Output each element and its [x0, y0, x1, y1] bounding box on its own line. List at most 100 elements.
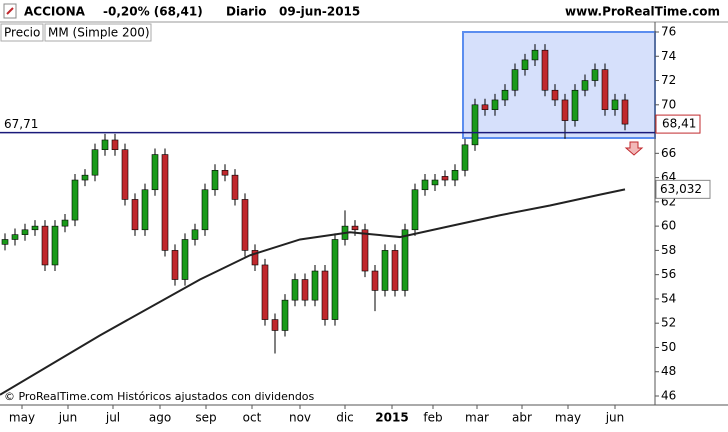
date: 09-jun-2015	[279, 5, 360, 19]
y-tick-label: 74	[661, 49, 676, 63]
y-tick-label: 56	[661, 267, 676, 281]
candle-body	[531, 49, 539, 61]
candle-body	[481, 104, 489, 110]
candle-body	[401, 229, 409, 291]
candle-body	[541, 49, 549, 91]
candle-body	[461, 144, 469, 171]
candle-body	[231, 174, 239, 200]
candle-body	[291, 279, 299, 301]
candle-body	[41, 225, 49, 266]
candle-body	[131, 199, 139, 231]
legend-box	[44, 23, 152, 42]
candle-body	[621, 99, 629, 125]
candle-body	[471, 104, 479, 146]
candle-body	[591, 69, 599, 81]
x-tick-label: mar	[465, 411, 489, 425]
footer: © ProRealTime.com Históricos ajustados c…	[4, 390, 315, 403]
price-marker	[655, 114, 701, 134]
candle-body	[351, 225, 359, 231]
y-tick-label: 58	[661, 243, 676, 257]
y-tick-label: 76	[661, 25, 676, 39]
candle-body	[371, 270, 379, 291]
x-tick-label: may	[555, 411, 581, 425]
price-label: 68,41	[662, 117, 696, 131]
candle-body	[61, 219, 69, 227]
candle-body	[121, 149, 129, 200]
candle-body	[101, 139, 109, 150]
y-tick-label: 60	[661, 219, 676, 233]
candle-body	[581, 80, 589, 91]
candle-body	[611, 99, 619, 110]
candle-body	[311, 270, 319, 301]
candle-body	[571, 89, 579, 121]
x-tick-label: may	[9, 411, 35, 425]
candle-body	[271, 319, 279, 331]
candle-body	[321, 270, 329, 320]
title: ACCIONA	[24, 5, 86, 19]
x-tick-label: dic	[336, 411, 354, 425]
legend-box	[0, 23, 44, 42]
candle-body	[81, 174, 89, 181]
site: www.ProRealTime.com	[565, 5, 720, 19]
candle-body	[251, 250, 259, 266]
candle-body	[71, 179, 79, 221]
candle-body	[191, 229, 199, 240]
candle-body	[201, 189, 209, 231]
candle-body	[521, 59, 529, 70]
ma-marker	[655, 179, 711, 199]
candle-body	[361, 229, 369, 272]
candle-body	[301, 279, 309, 301]
candle-body	[411, 189, 419, 231]
y-tick-label: 48	[661, 364, 676, 378]
ma-label: 63,032	[660, 182, 702, 196]
candle-body	[21, 229, 29, 235]
candle-body	[171, 250, 179, 280]
y-tick-label: 50	[661, 340, 676, 354]
candle-body	[501, 89, 509, 101]
y-tick-label: 54	[661, 291, 676, 305]
y-tick-label: 72	[661, 73, 676, 87]
x-tick-label: sep	[195, 411, 216, 425]
candle-body	[151, 154, 159, 191]
y-tick-label: 66	[661, 146, 676, 160]
x-tick-label: jun	[58, 411, 78, 425]
candle-body	[331, 239, 339, 320]
y-tick-label: 46	[661, 389, 676, 403]
x-tick-label: feb	[423, 411, 442, 425]
legend-entry: MM (Simple 200)	[48, 26, 150, 40]
logo-mark	[6, 7, 14, 15]
candle-body	[1, 239, 9, 245]
y-tick-label: 70	[661, 97, 676, 111]
candle-body	[31, 225, 39, 231]
support-label: 67,71	[4, 117, 38, 131]
legend-entry: Precio	[4, 26, 40, 40]
x-tick-label: jul	[105, 411, 120, 425]
candle-body	[181, 239, 189, 280]
candle-body	[511, 69, 519, 91]
candle-body	[211, 170, 219, 191]
candle-body	[111, 139, 119, 150]
x-tick-label: ago	[149, 411, 171, 425]
change: -0,20% (68,41)	[103, 5, 203, 19]
candle-body	[281, 299, 289, 331]
period: Diario	[226, 5, 266, 19]
candle-body	[51, 225, 59, 266]
down-arrow	[624, 141, 644, 156]
candle-body	[161, 154, 169, 251]
candle-body	[261, 264, 269, 320]
y-tick-label: 52	[661, 316, 676, 330]
candle-body	[551, 89, 559, 101]
x-tick-label: jun	[605, 411, 625, 425]
candle-body	[421, 179, 429, 191]
candle-body	[381, 250, 389, 291]
candle-body	[141, 189, 149, 231]
x-tick-label: abr	[512, 411, 532, 425]
candle-body	[601, 69, 609, 110]
moving-average	[0, 188, 626, 396]
candle-body	[451, 170, 459, 181]
candle-body	[431, 179, 439, 186]
candle-body	[221, 170, 229, 176]
x-tick-label: oct	[243, 411, 262, 425]
candle-body	[491, 99, 499, 110]
